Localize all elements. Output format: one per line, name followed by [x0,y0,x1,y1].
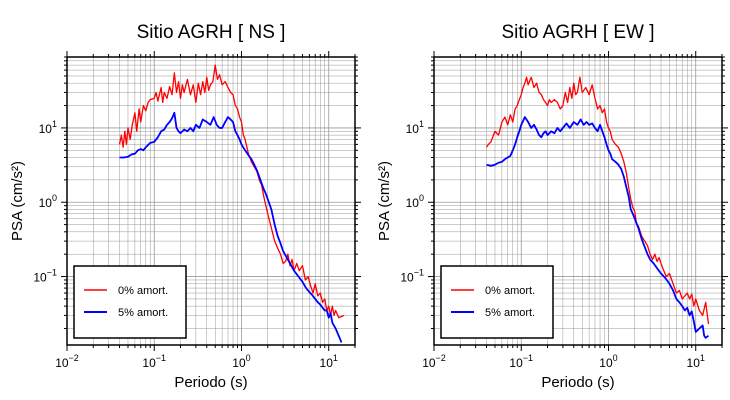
legend: 0% amort. 5% amort. [73,265,187,339]
series-line-amort-0 [118,64,345,319]
y-tick-exponent: −1 [414,268,424,278]
y-tick-exponent: −1 [47,268,57,278]
plot-frame [66,56,356,346]
y-tick-base: 10 [400,271,414,285]
x-tick-base: 10 [320,356,334,370]
x-tick-exponent: −1 [523,353,533,363]
y-tick-label: 100 [406,193,424,210]
x-tick-base: 10 [599,356,613,370]
x-tick-exponent: −2 [436,353,446,363]
x-tick-label: 10−2 [422,353,446,370]
legend-label: 5% amort. [485,307,535,319]
y-tick-base: 10 [39,196,53,210]
x-tick-base: 10 [509,356,523,370]
y-axis-label: PSA (cm/s²) [376,161,393,241]
x-tick-exponent: −1 [156,353,166,363]
chart-title: Sitio AGRH [ NS ] [137,22,286,43]
x-tick-label: 101 [320,353,338,370]
x-tick-label: 10−1 [509,353,533,370]
x-tick-exponent: 0 [613,353,618,363]
x-tick-base: 10 [142,356,156,370]
x-tick-exponent: 0 [246,353,251,363]
x-axis-label: Periodo (s) [541,374,614,391]
legend-label: 5% amort. [118,307,168,319]
legend-label: 0% amort. [118,285,168,297]
y-tick-exponent: 1 [52,119,57,129]
y-tick-label: 10−1 [400,268,424,285]
y-tick-exponent: 1 [419,119,424,129]
tick-marks [428,51,728,351]
y-tick-exponent: 0 [52,193,57,203]
x-tick-base: 10 [422,356,436,370]
y-tick-label: 101 [406,119,424,136]
chart-panel-ew: Sitio AGRH [ EW ]10−2 10−1 100 10110−110010… [376,22,728,391]
plot-frame [433,56,723,346]
x-tick-exponent: 1 [333,353,338,363]
x-tick-label: 100 [599,353,617,370]
y-tick-base: 10 [406,122,420,136]
x-tick-label: 10−2 [55,353,79,370]
x-axis-label: Periodo (s) [174,374,247,391]
chart-panel-ns: Sitio AGRH [ NS ]10−2 10−1 100 10110−110010… [9,22,361,391]
y-tick-label: 101 [39,119,57,136]
legend-box [73,265,187,339]
tick-marks [61,51,361,351]
x-tick-exponent: −2 [69,353,79,363]
y-tick-base: 10 [406,196,420,210]
x-tick-base: 10 [687,356,701,370]
x-tick-base: 10 [55,356,69,370]
y-tick-base: 10 [39,122,53,136]
x-tick-label: 10−1 [142,353,166,370]
y-tick-label: 100 [39,193,57,210]
legend-box [440,265,554,339]
chart-title: Sitio AGRH [ EW ] [501,22,654,43]
x-tick-label: 100 [232,353,250,370]
legend-label: 0% amort. [485,285,535,297]
y-tick-exponent: 0 [419,193,424,203]
y-axis-label: PSA (cm/s²) [9,161,26,241]
series-line-amort-5 [119,111,343,343]
y-tick-label: 10−1 [33,268,57,285]
x-tick-base: 10 [232,356,246,370]
series-line-amort-0 [485,76,710,325]
x-tick-label: 101 [687,353,705,370]
y-tick-base: 10 [33,271,47,285]
x-tick-exponent: 1 [700,353,705,363]
series-line-amort-5 [486,116,710,339]
legend: 0% amort. 5% amort. [440,265,554,339]
